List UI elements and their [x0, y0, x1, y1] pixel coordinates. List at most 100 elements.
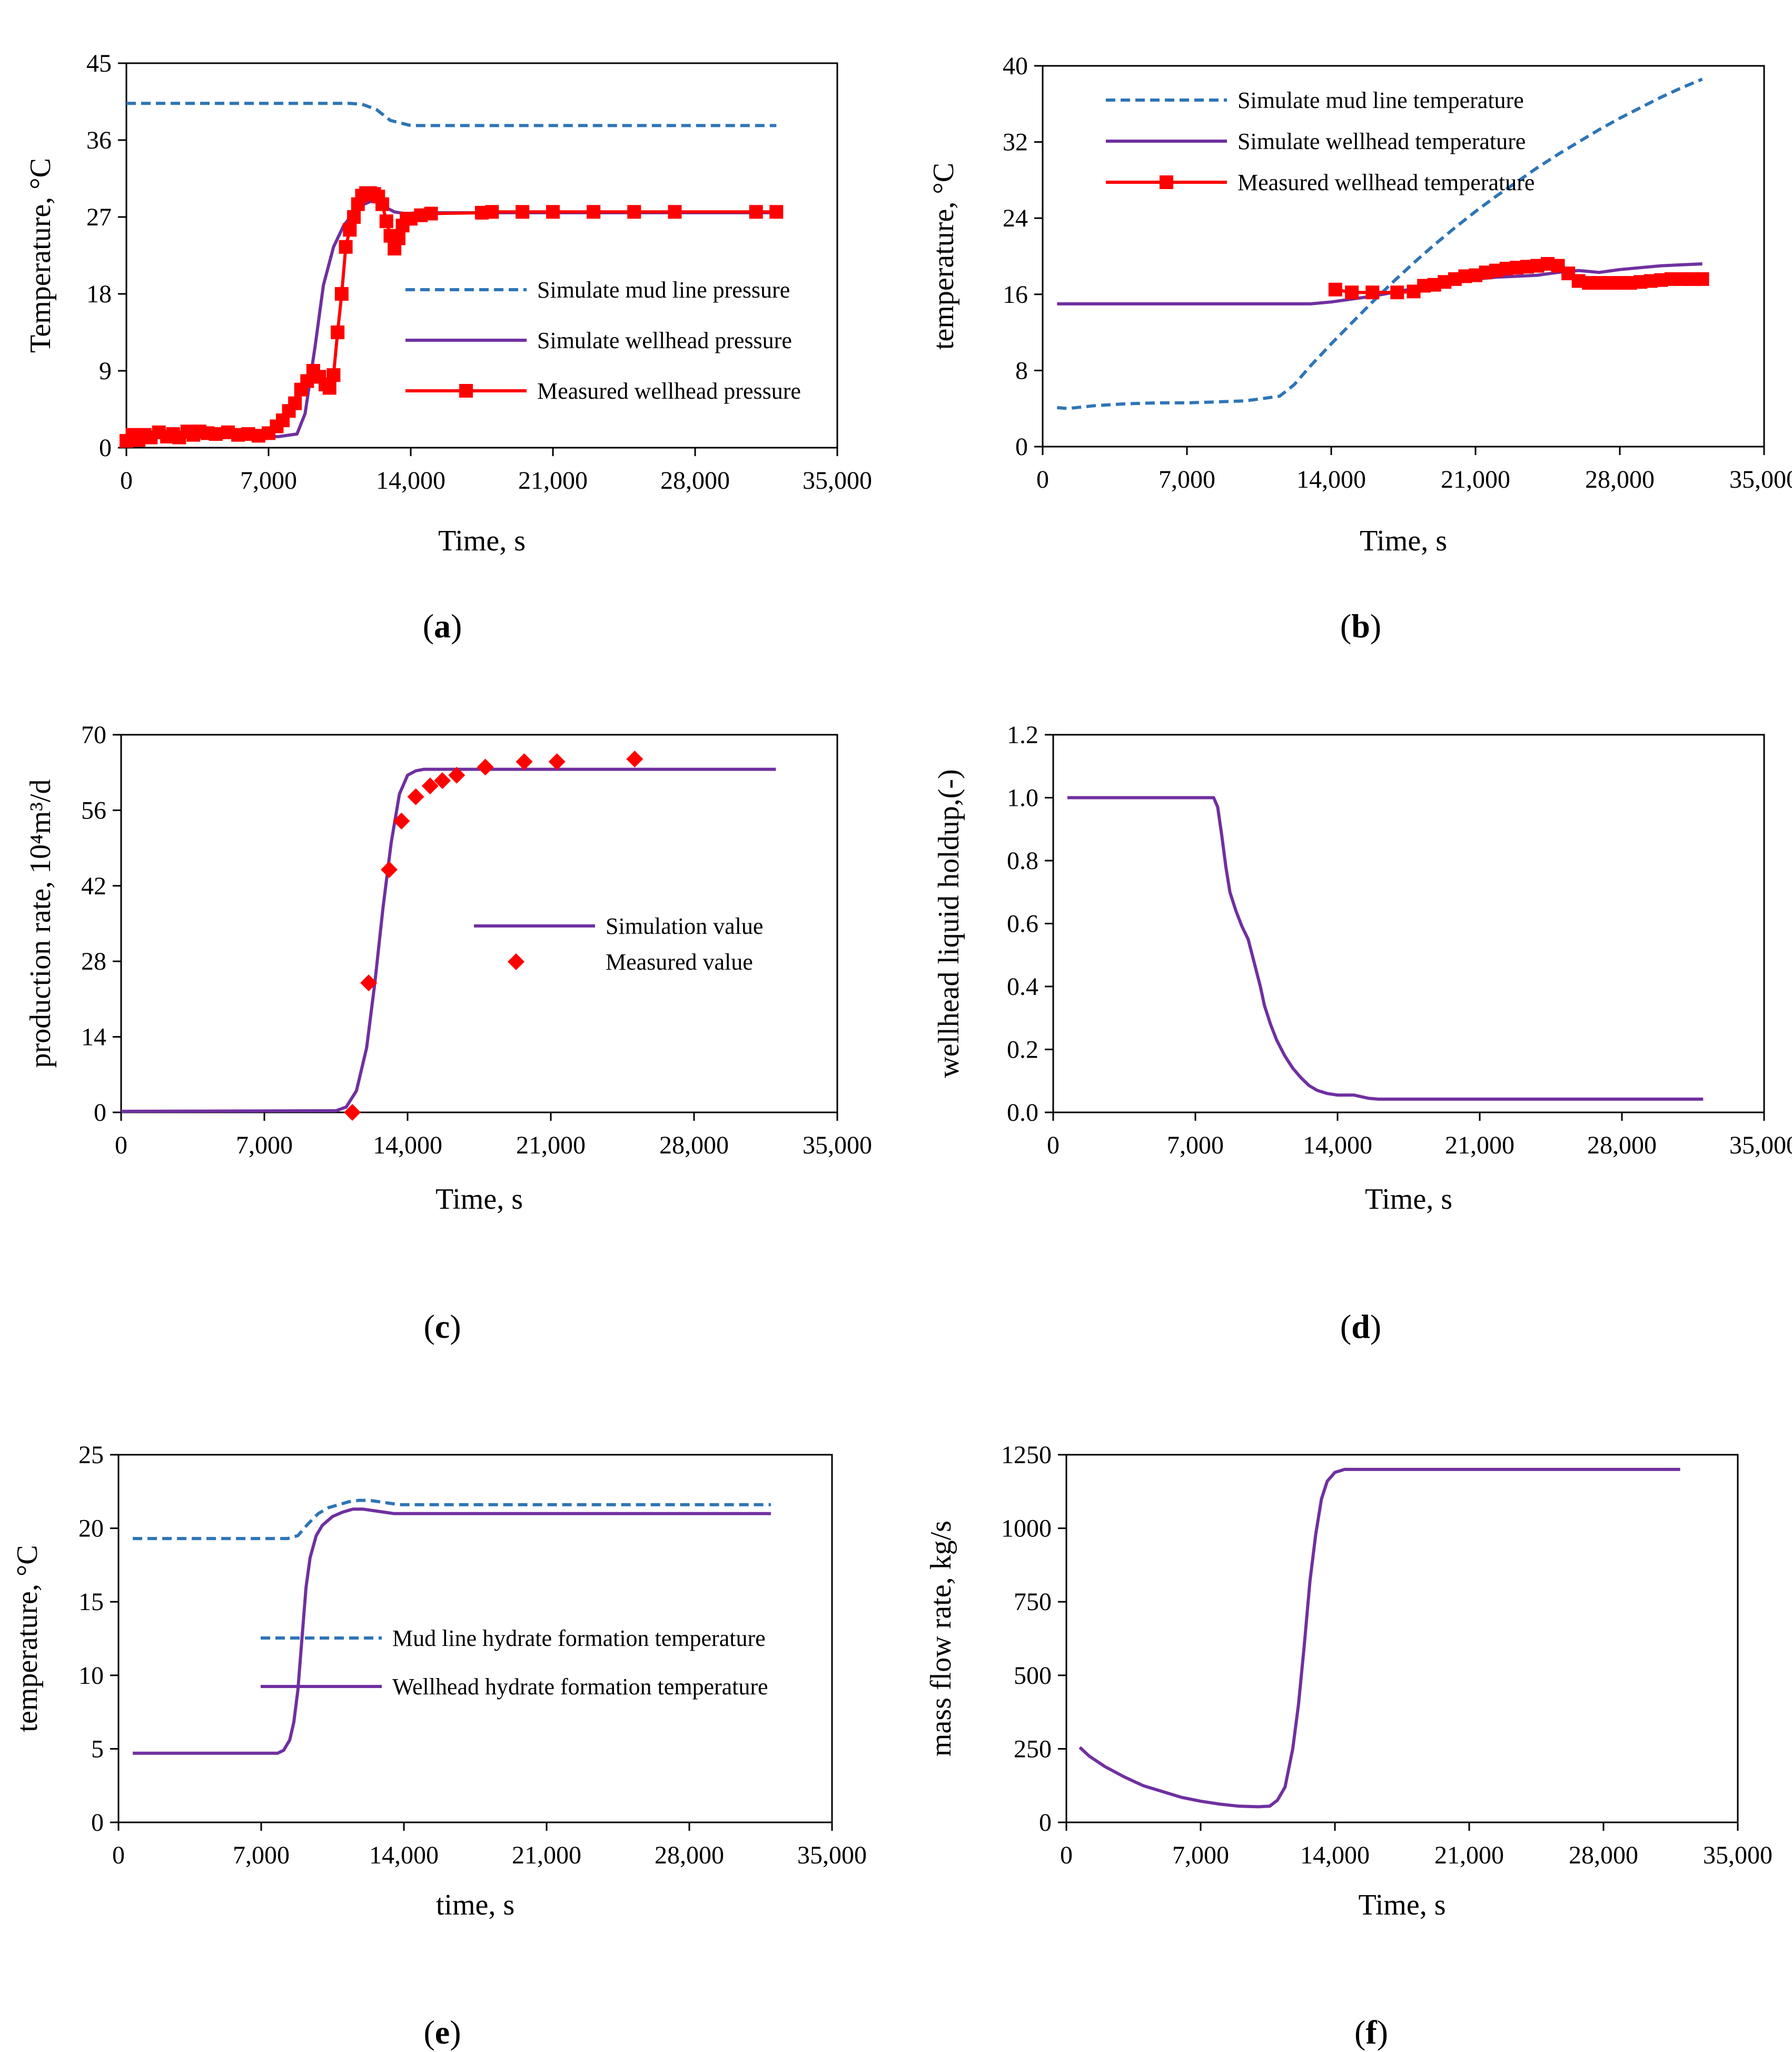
y-axis-title: Temperature, °C	[24, 158, 57, 353]
plot-frame	[1065, 1454, 1739, 1823]
data-point	[587, 205, 601, 219]
series-line	[1078, 1467, 1680, 1809]
caption-letter: d	[1351, 1308, 1370, 1345]
caption-letter: a	[434, 607, 451, 645]
x-axis-title: Time, s	[438, 525, 526, 557]
panel-caption: (a)	[423, 607, 462, 645]
x-axis-title: time, s	[436, 1889, 514, 1921]
y-tick-label: 0	[1015, 433, 1028, 461]
x-tick-label: 14,000	[1300, 1841, 1370, 1869]
caption-close: )	[1377, 2014, 1388, 2051]
chart-panel-d: 0.0 0.2 0.4 0.6 0.8 1.0 1.2 0 7,000 14,000 21,000 2…	[933, 721, 1792, 1345]
caption-open: (	[423, 2014, 434, 2051]
data-point	[407, 788, 424, 805]
data-point	[546, 205, 560, 219]
data-point	[1328, 282, 1342, 297]
y-tick-label: 16	[1003, 281, 1028, 309]
x-tick-label: 7,000	[1159, 466, 1215, 494]
data-point	[1365, 285, 1380, 300]
y-axis-title: production rate, 10⁴m³/d	[24, 780, 57, 1068]
x-tick-label: 35,000	[797, 1841, 867, 1869]
data-point	[421, 777, 439, 795]
x-axis-title: Time, s	[1365, 1183, 1452, 1216]
x-tick-label: 21,000	[516, 1131, 586, 1159]
legend-marker	[1160, 175, 1173, 189]
y-axis-title: temperature, °C	[927, 163, 960, 350]
y-tick-label: 500	[1014, 1662, 1052, 1690]
legend-swatch	[508, 953, 524, 970]
x-tick-label: 35,000	[803, 1131, 872, 1159]
y-tick-label: 0.0	[1007, 1099, 1038, 1127]
y-tick-label: 1250	[1001, 1441, 1052, 1469]
series-line	[121, 767, 776, 1113]
legend-label: Measured wellhead temperature	[1237, 170, 1534, 195]
legend-label: Wellhead hydrate formation temperature	[392, 1674, 768, 1700]
plot-frame	[120, 734, 838, 1113]
y-tick-label: 28	[81, 948, 106, 975]
y-tick-label: 42	[81, 872, 106, 900]
data-point	[516, 205, 530, 219]
series-3	[1328, 256, 1709, 300]
x-tick-label: 14,000	[376, 467, 445, 495]
series-2	[133, 1507, 771, 1755]
legend-marker	[459, 384, 473, 398]
series-line	[133, 1507, 771, 1755]
caption-letter: b	[1351, 607, 1370, 645]
data-point	[375, 197, 389, 211]
x-tick-label: 28,000	[1569, 1841, 1638, 1869]
data-point	[334, 287, 349, 301]
x-tick-label: 35,000	[1703, 1841, 1773, 1869]
y-tick-label: 0	[1039, 1809, 1052, 1837]
data-point	[391, 231, 405, 245]
plot-frame	[1042, 65, 1765, 448]
caption-open: (	[423, 1308, 434, 1345]
legend-label: Mud line hydrate formation temperature	[392, 1625, 766, 1651]
y-tick-label: 14	[81, 1023, 106, 1051]
series-line	[133, 1498, 771, 1541]
series-1	[126, 102, 777, 127]
legend-label: Simulate mud line temperature	[1237, 87, 1524, 113]
data-point	[381, 861, 398, 879]
series-1	[1067, 796, 1704, 1101]
x-tick-label: 35,000	[1729, 466, 1792, 494]
plot-frame	[117, 1454, 833, 1823]
series-2	[344, 751, 643, 1121]
legend-label: Measured wellhead pressure	[537, 378, 801, 404]
caption-letter: c	[435, 1308, 450, 1345]
y-tick-label: 18	[86, 280, 112, 308]
x-axis-title: Time, s	[435, 1183, 523, 1216]
y-tick-label: 0.6	[1007, 910, 1038, 938]
y-axis-title: wellhead liquid holdup,(-)	[933, 769, 965, 1078]
data-point	[1390, 285, 1404, 300]
y-tick-label: 0.2	[1007, 1036, 1038, 1064]
data-point	[769, 205, 784, 219]
data-point	[749, 205, 763, 219]
series-1	[1057, 77, 1703, 410]
plot-frame	[1052, 734, 1765, 1113]
y-tick-label: 750	[1014, 1588, 1052, 1616]
data-point	[331, 325, 345, 339]
data-point	[209, 427, 223, 441]
x-tick-label: 14,000	[1303, 1131, 1372, 1159]
legend-label: Simulate wellhead pressure	[537, 328, 792, 353]
y-tick-label: 0.4	[1007, 973, 1038, 1001]
legend-entry: Mud line hydrate formation temperature	[261, 1625, 766, 1651]
series-1	[1078, 1467, 1680, 1809]
x-tick-label: 7,000	[236, 1131, 293, 1159]
x-tick-label: 0	[1060, 1841, 1073, 1869]
x-tick-label: 14,000	[369, 1841, 439, 1869]
y-tick-label: 0	[99, 434, 112, 462]
legend-entry: Wellhead hydrate formation temperature	[261, 1674, 768, 1700]
x-tick-label: 14,000	[1296, 466, 1366, 494]
legend-label: Simulate mud line pressure	[537, 277, 790, 303]
data-point	[626, 751, 643, 768]
y-tick-label: 1000	[1001, 1515, 1052, 1543]
x-tick-label: 21,000	[1445, 1131, 1514, 1159]
series-line	[1067, 796, 1704, 1101]
series-line	[126, 102, 777, 127]
y-tick-label: 9	[99, 357, 112, 385]
caption-close: )	[451, 607, 462, 645]
y-tick-label: 25	[78, 1441, 104, 1469]
legend-label: Simulate wellhead temperature	[1237, 129, 1526, 154]
